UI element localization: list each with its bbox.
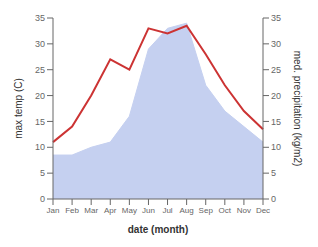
svg-text:Jan: Jan <box>47 206 60 215</box>
svg-text:30: 30 <box>271 39 281 49</box>
svg-text:max temp (C): max temp (C) <box>13 78 24 139</box>
svg-text:Oct: Oct <box>219 206 232 215</box>
svg-text:May: May <box>122 206 137 215</box>
svg-text:10: 10 <box>271 142 281 152</box>
svg-text:25: 25 <box>35 65 45 75</box>
svg-text:0: 0 <box>271 194 276 204</box>
svg-text:Jul: Jul <box>162 206 172 215</box>
svg-text:Mar: Mar <box>84 206 98 215</box>
svg-text:Sep: Sep <box>199 206 214 215</box>
svg-text:35: 35 <box>271 13 281 23</box>
svg-text:15: 15 <box>35 117 45 127</box>
svg-text:20: 20 <box>35 91 45 101</box>
svg-text:20: 20 <box>271 91 281 101</box>
svg-text:5: 5 <box>40 168 45 178</box>
svg-text:35: 35 <box>35 13 45 23</box>
svg-text:med. precipitation (kg/m2): med. precipitation (kg/m2) <box>292 51 303 167</box>
svg-text:5: 5 <box>271 168 276 178</box>
svg-text:Feb: Feb <box>65 206 79 215</box>
svg-text:Nov: Nov <box>237 206 251 215</box>
svg-text:date (month): date (month) <box>128 224 189 235</box>
svg-text:15: 15 <box>271 117 281 127</box>
svg-text:Jun: Jun <box>142 206 155 215</box>
svg-text:Aug: Aug <box>180 206 194 215</box>
svg-text:0: 0 <box>40 194 45 204</box>
svg-text:10: 10 <box>35 142 45 152</box>
svg-text:Apr: Apr <box>104 206 117 215</box>
svg-text:30: 30 <box>35 39 45 49</box>
svg-text:Dec: Dec <box>256 206 270 215</box>
svg-text:25: 25 <box>271 65 281 75</box>
